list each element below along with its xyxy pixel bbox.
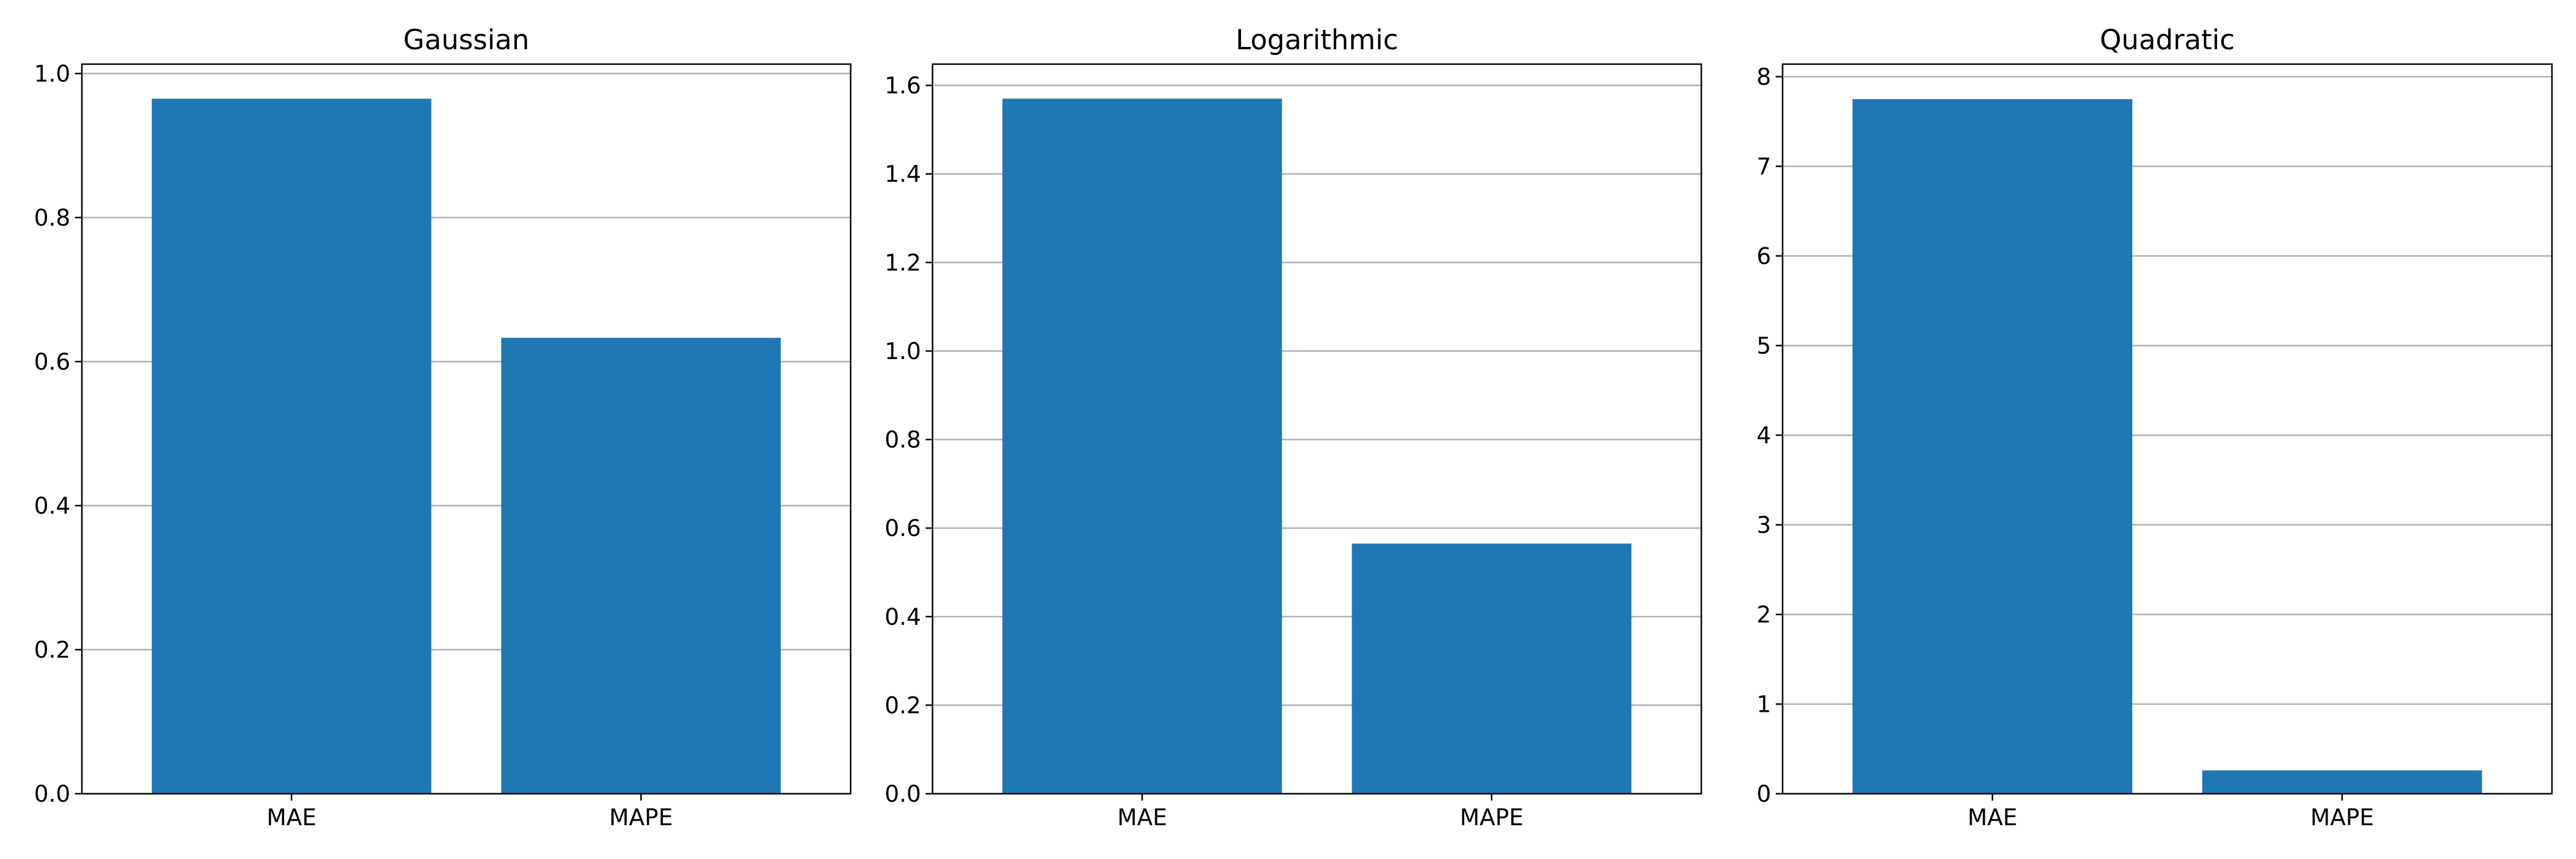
bar-mae	[1852, 99, 2132, 794]
y-tick-label: 0.0	[884, 781, 921, 807]
y-tick-label: 1.0	[34, 61, 70, 87]
bar-mae	[1002, 98, 1282, 794]
bar-mape	[501, 337, 781, 794]
chart-panel-1: 0.0 0.2 0.4 0.6 0.8 1.0 1.2 1.4 1.6 MAE MAPE Logari…	[884, 24, 1702, 831]
chart-panel-2: 0 1 2 3 4 5 6 7 8 MAE MAPE Quadratic	[1757, 24, 2553, 831]
y-tick-label: 1.4	[884, 161, 921, 188]
x-tick-label: MAE	[267, 805, 317, 831]
chart-title: Logarithmic	[1236, 24, 1398, 56]
y-tick-label: 6	[1757, 243, 1771, 270]
bar-mape	[1352, 543, 1631, 794]
y-tick-label: 4	[1757, 423, 1771, 449]
plot-frame	[1781, 63, 2553, 795]
y-tick-label: 0.2	[34, 637, 70, 663]
y-tick-label: 3	[1757, 512, 1771, 538]
chart-title: Gaussian	[403, 24, 529, 56]
y-tick-label: 0	[1757, 781, 1771, 807]
y-tick-label: 1.2	[884, 250, 921, 276]
y-tick-label: 0.0	[34, 781, 70, 807]
x-tick-label: MAE	[1967, 805, 2017, 831]
y-tick-label: 0.6	[884, 515, 921, 542]
x-tick-label: MAPE	[609, 805, 673, 831]
x-tick-label: MAPE	[1460, 805, 1523, 831]
x-tick-label: MAPE	[2310, 805, 2374, 831]
y-tick-label: 1.0	[884, 338, 921, 365]
y-tick-label: 7	[1757, 153, 1771, 180]
y-tick-label: 0.6	[34, 349, 70, 375]
chart-panel-0: 0.0 0.2 0.4 0.6 0.8 1.0 MAE MAPE Gaussian	[34, 24, 852, 831]
chart-title: Quadratic	[2100, 24, 2235, 56]
y-tick-label: 0.8	[884, 427, 921, 454]
bar-mape	[2202, 770, 2482, 794]
y-tick-label: 0.8	[34, 205, 70, 231]
y-tick-label: 0.4	[884, 604, 921, 631]
y-tick-label: 1	[1757, 691, 1771, 718]
y-tick-label: 5	[1757, 333, 1771, 359]
plot-frame	[81, 63, 852, 795]
plot-frame	[931, 63, 1702, 795]
bar-mae	[152, 98, 432, 794]
y-tick-label: 1.6	[884, 73, 921, 99]
y-tick-label: 0.4	[34, 493, 70, 519]
x-tick-label: MAE	[1117, 805, 1167, 831]
y-tick-label: 8	[1757, 64, 1771, 90]
y-tick-label: 0.2	[884, 692, 921, 719]
y-tick-label: 2	[1757, 602, 1771, 628]
